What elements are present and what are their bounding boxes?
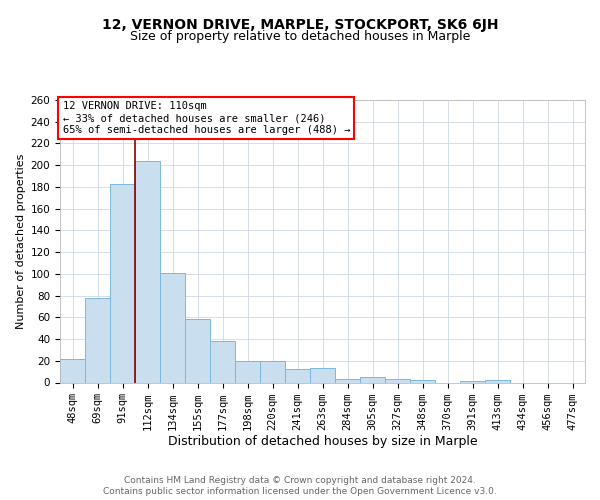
Bar (335, 379, 360, 382)
Bar (110, 184, 135, 382)
Text: Size of property relative to detached houses in Marple: Size of property relative to detached ho… (130, 30, 470, 43)
Y-axis label: Number of detached properties: Number of detached properties (16, 154, 26, 329)
Bar (60, 358, 85, 382)
Bar (185, 320, 210, 382)
Text: 12 VERNON DRIVE: 110sqm
← 33% of detached houses are smaller (246)
65% of semi-d: 12 VERNON DRIVE: 110sqm ← 33% of detache… (62, 102, 350, 134)
Bar (310, 368, 335, 382)
Bar (360, 377, 385, 382)
Bar (260, 361, 285, 382)
Bar (385, 379, 410, 382)
Text: Contains public sector information licensed under the Open Government Licence v3: Contains public sector information licen… (103, 488, 497, 496)
Bar (285, 370, 310, 382)
Text: 12, VERNON DRIVE, MARPLE, STOCKPORT, SK6 6JH: 12, VERNON DRIVE, MARPLE, STOCKPORT, SK6… (102, 18, 498, 32)
X-axis label: Distribution of detached houses by size in Marple: Distribution of detached houses by size … (167, 436, 478, 448)
Bar (410, 380, 435, 382)
Bar (85, 298, 110, 382)
Bar (160, 273, 185, 382)
Bar (210, 341, 235, 382)
Bar (235, 361, 260, 382)
Bar (135, 161, 160, 382)
Bar (485, 380, 510, 382)
Text: Contains HM Land Registry data © Crown copyright and database right 2024.: Contains HM Land Registry data © Crown c… (124, 476, 476, 485)
